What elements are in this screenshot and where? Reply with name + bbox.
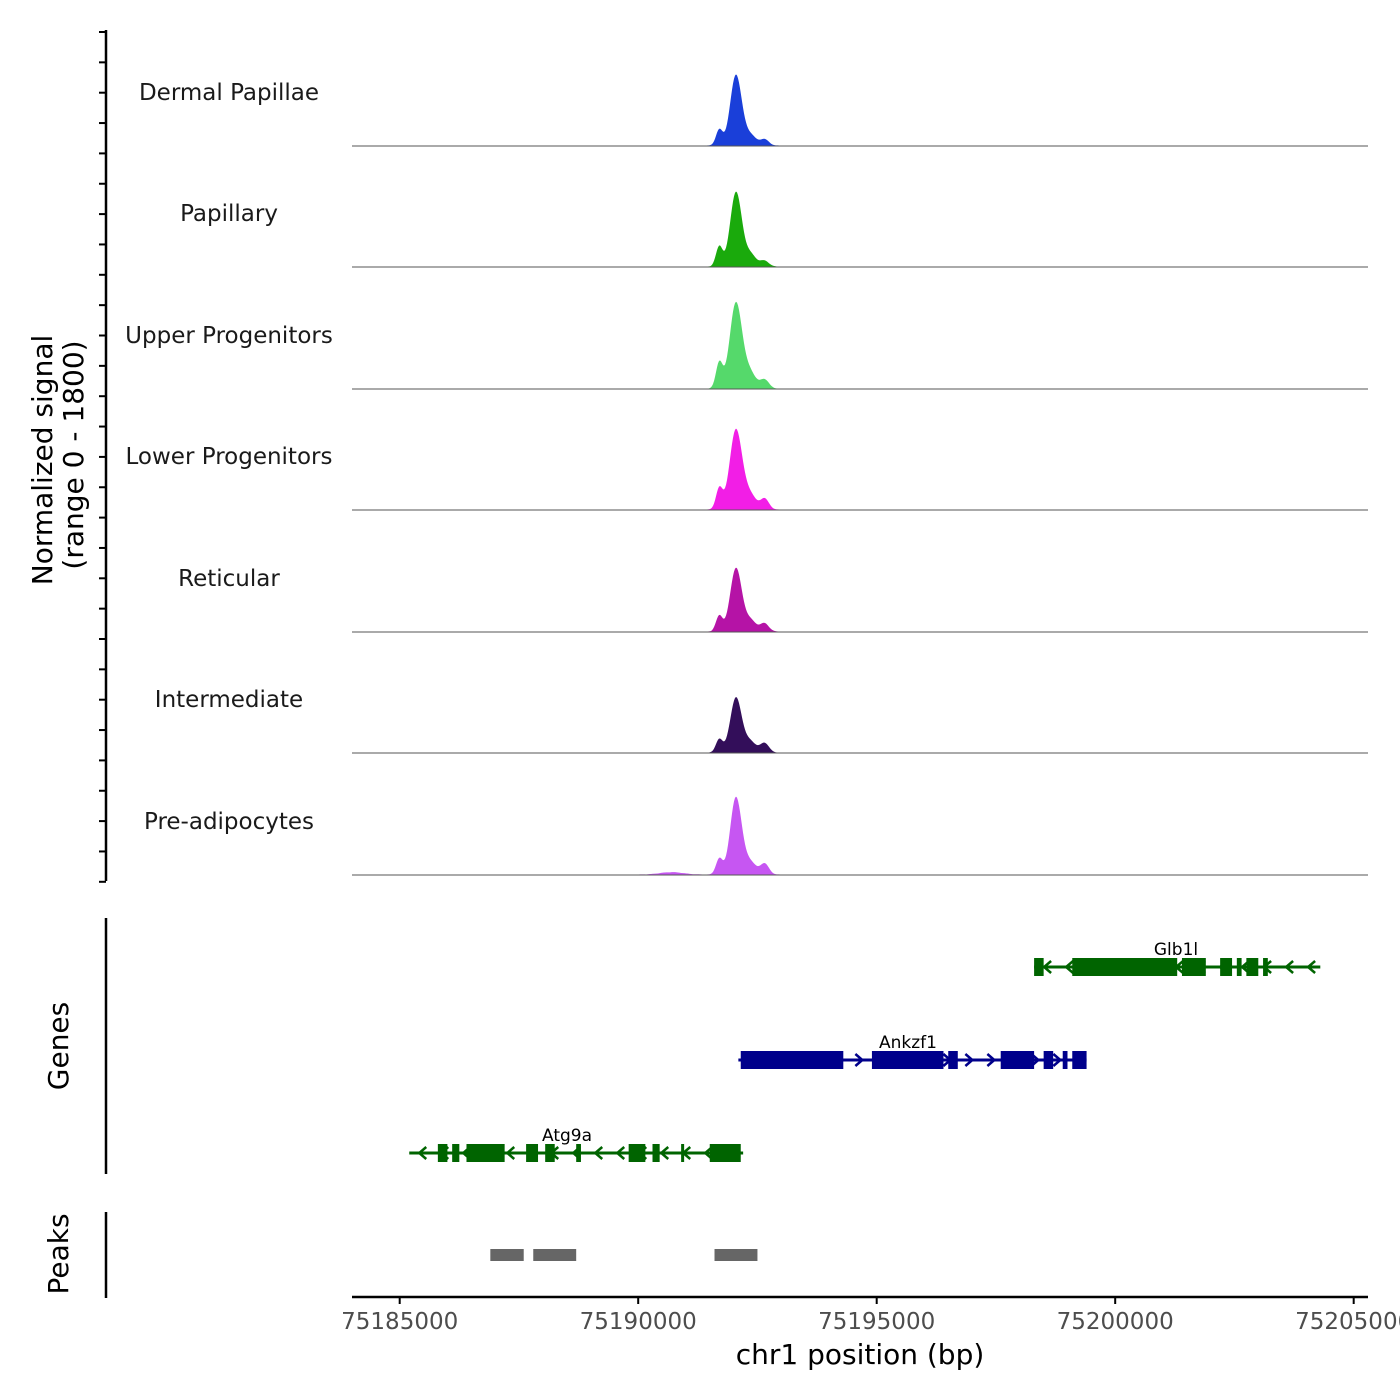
track-label: Reticular (178, 566, 280, 592)
strand-arrow-icon (593, 1146, 604, 1160)
exon-atg9a (466, 1144, 505, 1162)
exon-atg9a (545, 1144, 555, 1162)
strand-arrow-icon (417, 1146, 428, 1160)
exon-ankzf1 (871, 1051, 944, 1069)
exon-atg9a (526, 1144, 539, 1162)
x-axis: 75185000 75190000 75195000 75200000 75205000 (341, 1295, 1400, 1335)
exon-glb1l (1034, 958, 1044, 976)
coverage-area-intermediate (352, 697, 1368, 753)
strand-arrow-icon (659, 1146, 670, 1160)
y-axis-title: Normalized signal (26, 335, 59, 586)
exon-glb1l (1072, 958, 1178, 976)
strand-arrow-icon (1284, 960, 1294, 974)
coverage-area-reticular (352, 567, 1368, 632)
peak-region (714, 1249, 758, 1261)
genes-track: Glb1l Ankzf1 Atg9a (409, 940, 1321, 1162)
exon-ankzf1 (1043, 1051, 1054, 1069)
coverage-area-pre-adipocytes (352, 796, 1368, 875)
peaks-track-title: Peaks (42, 1213, 75, 1294)
strand-arrow-icon (1306, 960, 1316, 974)
strand-arrow-icon (854, 1053, 865, 1067)
exon-atg9a (628, 1144, 646, 1162)
exon-ankzf1 (1072, 1051, 1087, 1069)
exon-atg9a (452, 1144, 460, 1162)
strand-arrow-icon (986, 1053, 997, 1067)
track-label: Papillary (180, 201, 278, 227)
strand-arrow-icon (1064, 960, 1074, 974)
strand-arrow-icon (964, 1053, 975, 1067)
exon-ankzf1 (1000, 1051, 1035, 1069)
exon-atg9a (437, 1144, 448, 1162)
coverage-area-upper-progenitors (352, 301, 1368, 389)
gene-label-glb1l: Glb1l (1154, 940, 1198, 960)
exon-glb1l (1181, 958, 1206, 976)
gene-label-ankzf1: Ankzf1 (879, 1033, 937, 1053)
x-tick-label: 75195000 (818, 1309, 935, 1335)
exon-atg9a (709, 1144, 741, 1162)
x-tick-label: 75185000 (341, 1309, 458, 1335)
strand-arrow-icon (1052, 1053, 1063, 1067)
exon-ankzf1 (1062, 1051, 1068, 1069)
exon-ankzf1 (948, 1051, 958, 1069)
exon-glb1l (1246, 958, 1259, 976)
peaks-track (490, 1249, 758, 1261)
x-tick-label: 75200000 (1057, 1309, 1174, 1335)
peak-region (490, 1249, 524, 1261)
genes-track-title: Genes (42, 1002, 75, 1090)
exon-glb1l (1236, 958, 1242, 976)
y-axis-subtitle: (range 0 - 1800) (57, 340, 90, 569)
peak-region (533, 1249, 577, 1261)
strand-arrow-icon (505, 1146, 516, 1160)
track-label: Pre-adipocytes (144, 809, 314, 835)
exon-glb1l (1263, 958, 1268, 976)
x-tick-label: 75205000 (1295, 1309, 1400, 1335)
coverage-track-labels: Dermal Papillae Papillary Upper Progenitor… (125, 80, 333, 835)
strand-arrow-icon (1042, 960, 1052, 974)
exon-atg9a (576, 1144, 581, 1162)
exon-atg9a (652, 1144, 660, 1162)
coverage-area-dermal-papillae (352, 74, 1368, 146)
track-label: Upper Progenitors (125, 323, 333, 349)
track-label: Dermal Papillae (139, 80, 319, 106)
track-label: Lower Progenitors (126, 444, 333, 470)
track-label: Intermediate (155, 687, 303, 713)
y-axes (99, 30, 108, 1298)
gene-label-atg9a: Atg9a (542, 1126, 592, 1146)
coverage-area-lower-progenitors (352, 428, 1368, 510)
coverage-area-papillary (352, 191, 1368, 267)
x-axis-title: chr1 position (bp) (736, 1338, 985, 1371)
exon-glb1l (1220, 958, 1233, 976)
x-tick-label: 75190000 (580, 1309, 697, 1335)
strand-arrow-icon (615, 1146, 626, 1160)
exon-ankzf1 (740, 1051, 844, 1069)
exon-atg9a (681, 1144, 685, 1162)
coverage-tracks (352, 74, 1368, 876)
